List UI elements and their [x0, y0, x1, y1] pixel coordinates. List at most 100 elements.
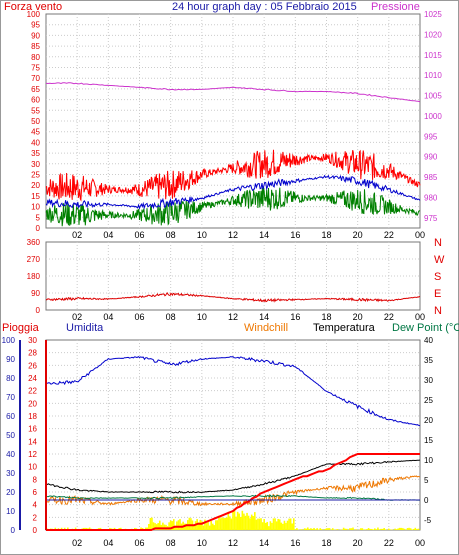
- wind-tick-label: 55: [31, 106, 40, 115]
- humidity-tick-label: 70: [6, 393, 15, 402]
- rain-tick-label: 30: [28, 336, 37, 345]
- wind-tick-label: 20: [31, 181, 40, 190]
- humidity-tick-label: 40: [6, 450, 15, 459]
- humidity-tick-label: 90: [6, 355, 15, 364]
- wind-tick-label: 25: [31, 171, 40, 180]
- temperature-tick-label: 10: [424, 456, 433, 465]
- x-tick-label: 00: [415, 312, 425, 322]
- x-tick-label: 16: [290, 538, 300, 548]
- x-tick-label: 02: [72, 230, 82, 240]
- pressure-tick-label: 980: [424, 193, 438, 202]
- series-layer: [45, 82, 421, 531]
- pressure-tick-label: 1025: [424, 10, 442, 19]
- humidity-tick-label: 30: [6, 469, 15, 478]
- wind-tick-label: 35: [31, 149, 40, 158]
- wind-tick-label: 15: [31, 192, 40, 201]
- wind-tick-label: 0: [36, 224, 41, 233]
- panel-direction-grid: [46, 242, 420, 310]
- x-tick-label: 10: [197, 312, 207, 322]
- rain-tick-label: 24: [28, 374, 37, 383]
- wind-tick-label: 45: [31, 128, 40, 137]
- chart-title: 24 hour graph day : 05 Febbraio 2015: [172, 1, 357, 13]
- wind-tick-label: 70: [31, 74, 40, 83]
- wind-tick-label: 60: [31, 96, 40, 105]
- direction-letter: W: [434, 254, 445, 266]
- x-tick-label: 08: [166, 538, 176, 548]
- pressure-tick-label: 1020: [424, 30, 442, 39]
- pressure-tick-label: 995: [424, 132, 438, 141]
- legend-umidita: Umidita: [66, 322, 104, 334]
- humidity-tick-label: 50: [6, 431, 15, 440]
- rain-tick-label: 20: [28, 399, 37, 408]
- pressure-tick-label: 1010: [424, 71, 442, 80]
- x-tick-label: 20: [353, 538, 363, 548]
- humidity-tick-label: 0: [11, 526, 16, 535]
- x-tick-label: 02: [72, 538, 82, 548]
- rain-cumulative-series: [46, 453, 420, 531]
- wind-direction-series: [45, 291, 421, 303]
- rain-tick-label: 6: [33, 488, 38, 497]
- temperature-tick-label: 0: [424, 496, 429, 505]
- x-tick-label: 18: [321, 312, 331, 322]
- direction-letter: S: [434, 271, 441, 283]
- x-tick-label: 04: [103, 538, 113, 548]
- x-tick-label: 18: [321, 230, 331, 240]
- wind-tick-label: 85: [31, 42, 40, 51]
- x-tick-label: 22: [384, 312, 394, 322]
- temperature-series: [45, 459, 421, 494]
- wind-tick-label: 5: [36, 213, 41, 222]
- temperature-tick-label: 40: [424, 336, 433, 345]
- pressure-tick-label: 1005: [424, 92, 442, 101]
- x-tick-label: 14: [259, 312, 269, 322]
- direction-letter: E: [434, 288, 441, 300]
- x-tick-label: 06: [134, 312, 144, 322]
- x-tick-label: 02: [72, 312, 82, 322]
- x-tick-label: 04: [103, 312, 113, 322]
- pressure-tick-label: 1000: [424, 112, 442, 121]
- pressure-tick-label: 1015: [424, 51, 442, 60]
- legend-pioggia: Pioggia: [2, 322, 40, 334]
- wind-tick-label: 90: [31, 31, 40, 40]
- temperature-tick-label: 30: [424, 376, 433, 385]
- x-tick-label: 12: [228, 538, 238, 548]
- x-tick-label: 18: [321, 538, 331, 548]
- legend-dewpoint: Dew Point (°C: [392, 322, 459, 334]
- x-tick-label: 14: [259, 230, 269, 240]
- temperature-tick-label: 25: [424, 396, 433, 405]
- direction-tick-label: 180: [27, 272, 41, 281]
- x-tick-label: 10: [197, 538, 207, 548]
- x-tick-label: 20: [353, 230, 363, 240]
- direction-letter: N: [434, 305, 442, 317]
- x-tick-label: 22: [384, 230, 394, 240]
- x-tick-label: 12: [228, 230, 238, 240]
- rain-tick-label: 12: [28, 450, 37, 459]
- rain-tick-label: 8: [33, 475, 38, 484]
- temperature-tick-label: 35: [424, 356, 433, 365]
- wind-tick-label: 10: [31, 203, 40, 212]
- pressure-axis-title: Pressione: [371, 1, 420, 13]
- direction-tick-label: 0: [36, 306, 41, 315]
- rain-tick-label: 26: [28, 361, 37, 370]
- x-tick-label: 08: [166, 312, 176, 322]
- x-tick-label: 06: [134, 538, 144, 548]
- x-tick-label: 08: [166, 230, 176, 240]
- rain-tick-label: 28: [28, 349, 37, 358]
- pressure-series: [45, 82, 421, 103]
- wind-tick-label: 30: [31, 160, 40, 169]
- wind-gust-series: [45, 149, 421, 202]
- x-tick-label: 14: [259, 538, 269, 548]
- temperature-tick-label: 15: [424, 436, 433, 445]
- rain-tick-label: 2: [33, 513, 38, 522]
- humidity-tick-label: 100: [2, 336, 16, 345]
- direction-tick-label: 270: [27, 255, 41, 264]
- tick-labels: 0510152025303540455055606570758085909510…: [2, 10, 445, 548]
- temperature-tick-label: 20: [424, 416, 433, 425]
- x-tick-label: 12: [228, 312, 238, 322]
- dewpoint-series: [45, 494, 420, 501]
- wind-min-series: [45, 186, 421, 227]
- legend-windchill: Windchill: [244, 322, 288, 334]
- humidity-tick-label: 80: [6, 374, 15, 383]
- pressure-tick-label: 975: [424, 214, 438, 223]
- temperature-tick-label: 5: [424, 476, 429, 485]
